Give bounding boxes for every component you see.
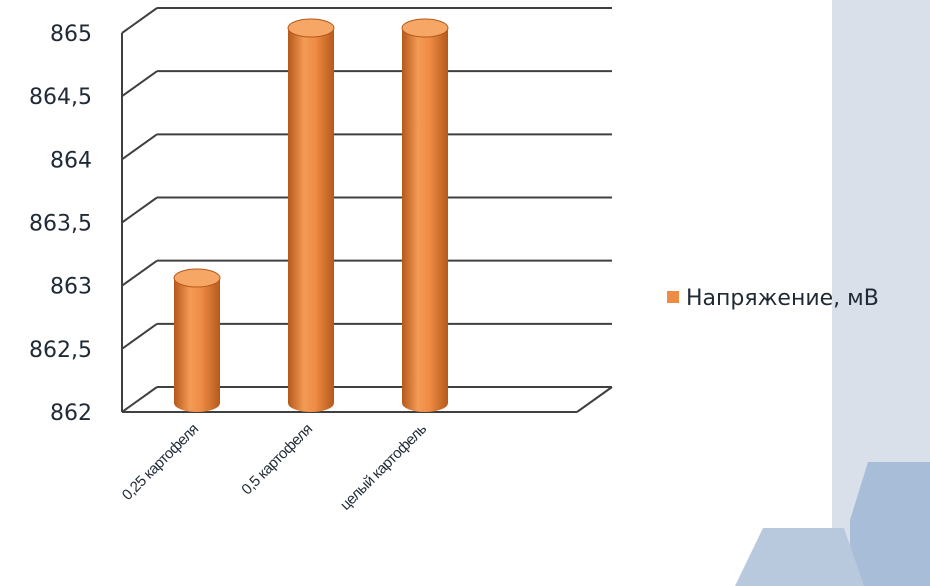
- gridline-side: [121, 133, 158, 161]
- y-tick-label: 863,5: [29, 212, 92, 237]
- y-axis-tick-labels: 862 862,5 863 863,5 864 864,5 865: [29, 22, 92, 426]
- x-category-label: 0,5 картофеля: [238, 420, 316, 498]
- y-tick-label: 863: [50, 275, 92, 300]
- gridline-side: [121, 196, 158, 224]
- hexagon-shape-right: [850, 462, 930, 586]
- y-tick-label: 862: [50, 401, 92, 426]
- bar-body: [402, 28, 448, 412]
- y-tick-label: 864,5: [29, 85, 92, 110]
- bar-cylinder: [401, 18, 449, 412]
- hexagon-shape-left: [735, 528, 864, 586]
- gridline-side: [121, 386, 158, 413]
- gridline-side: [121, 7, 158, 34]
- floor-right-edge: [576, 386, 613, 413]
- bar-top: [287, 18, 335, 38]
- x-category-label: 0,25 картофеля: [119, 420, 202, 503]
- bar-cylinder: [173, 268, 221, 412]
- bar-top: [401, 18, 449, 38]
- y-tick-label: 862,5: [29, 338, 92, 363]
- legend-swatch: [667, 291, 679, 303]
- legend: Напряжение, мВ: [667, 286, 879, 311]
- y-tick-label: 864: [50, 148, 92, 173]
- bar-cylinder: [287, 18, 335, 412]
- x-category-label: целый картофель: [337, 420, 430, 513]
- bars: [173, 18, 449, 412]
- gridline-side: [121, 323, 158, 350]
- gridlines: [121, 7, 613, 413]
- gridline-side: [121, 259, 158, 287]
- y-tick-label: 865: [50, 22, 92, 47]
- gridline-side: [121, 70, 158, 97]
- bar-body: [288, 28, 334, 412]
- bar-body: [174, 278, 220, 412]
- background-decoration: [735, 0, 930, 586]
- legend-label: Напряжение, мВ: [686, 286, 879, 311]
- x-axis-category-labels: 0,25 картофеля 0,5 картофеля целый картофе…: [119, 420, 431, 513]
- bar-top: [173, 268, 221, 288]
